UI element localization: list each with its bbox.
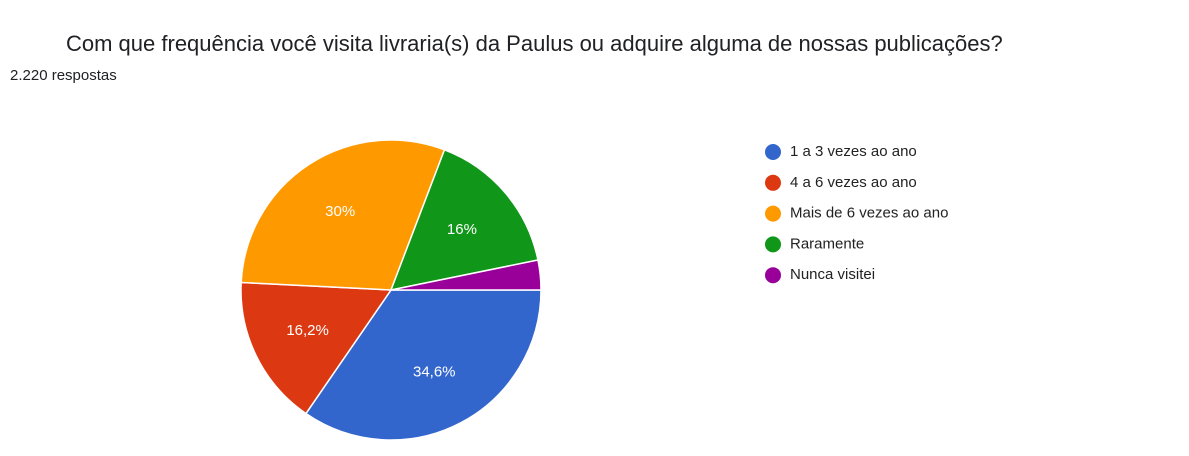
legend-swatch (765, 205, 781, 222)
legend-swatch (765, 236, 781, 253)
pie-slice (240, 139, 446, 291)
legend-label: 1 a 3 vezes ao ano (790, 143, 917, 160)
legend-swatch (765, 267, 781, 284)
slice-label: 30% (325, 203, 355, 220)
legend-label: Raramente (790, 235, 864, 252)
pie-slice (240, 281, 393, 415)
pie-slice (304, 289, 542, 441)
response-count: 2.220 respostas (10, 67, 117, 84)
slice-label: 16,2% (286, 322, 329, 339)
legend-label: Nunca visitei (790, 266, 875, 283)
legend-swatch (765, 144, 781, 160)
legend-label: 4 a 6 vezes ao ano (790, 174, 917, 191)
slice-label: 16% (447, 221, 477, 238)
slice-label: 34,6% (413, 363, 456, 380)
pie-slice (390, 259, 542, 291)
legend-swatch (765, 174, 781, 191)
chart-title: Com que frequência você visita livraria(… (66, 31, 1003, 56)
legend-label: Mais de 6 vezes ao ano (790, 205, 948, 222)
pie-slice (389, 148, 539, 292)
